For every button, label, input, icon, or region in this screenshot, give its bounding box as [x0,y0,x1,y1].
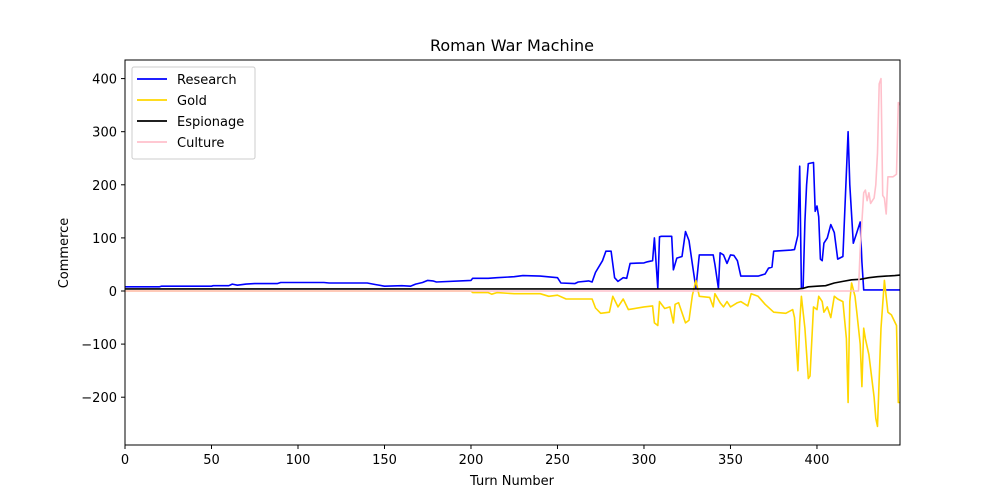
y-tick-label: 300 [92,126,117,141]
y-tick-label: 100 [92,232,117,247]
series-line-espionage [125,274,900,290]
y-tick-label: 200 [92,179,117,194]
y-tick-label: 400 [92,73,117,88]
y-tick-label: −100 [81,338,117,353]
y-tick-label: −200 [81,391,117,406]
axes-frame [124,59,901,446]
x-tick-label: 0 [121,453,129,468]
x-tick-label: 100 [286,453,311,468]
y-tick-label: 0 [109,285,117,300]
legend: Research Gold Espionage Culture [131,66,256,160]
legend-label: Gold [177,94,207,109]
x-tick-label: 250 [545,453,570,468]
x-tick-label: 50 [203,453,220,468]
legend-item-research: Research [137,73,237,88]
legend-item-espionage: Espionage [137,115,244,130]
legend-label: Espionage [177,115,244,130]
x-tick-label: 400 [805,453,830,468]
chart-title: Roman War Machine [430,36,594,55]
x-tick-label: 200 [459,453,484,468]
x-axis: 0 50 100 150 200 250 300 350 400 [121,445,830,468]
plot-area [124,59,901,446]
legend-item-culture: Culture [137,136,224,151]
x-tick-label: 300 [632,453,657,468]
x-tick-label: 150 [372,453,397,468]
y-axis: −200 −100 0 100 200 300 400 [81,73,125,406]
series-line-gold [125,279,900,428]
series-line-culture [125,77,900,292]
legend-box [131,66,256,160]
legend-label: Culture [177,136,224,151]
legend-label: Research [177,73,237,88]
x-axis-label: Turn Number [469,474,555,489]
x-tick-label: 350 [718,453,743,468]
y-axis-label: Commerce [57,218,72,289]
legend-item-gold: Gold [137,94,207,109]
series-line-research [125,130,900,291]
